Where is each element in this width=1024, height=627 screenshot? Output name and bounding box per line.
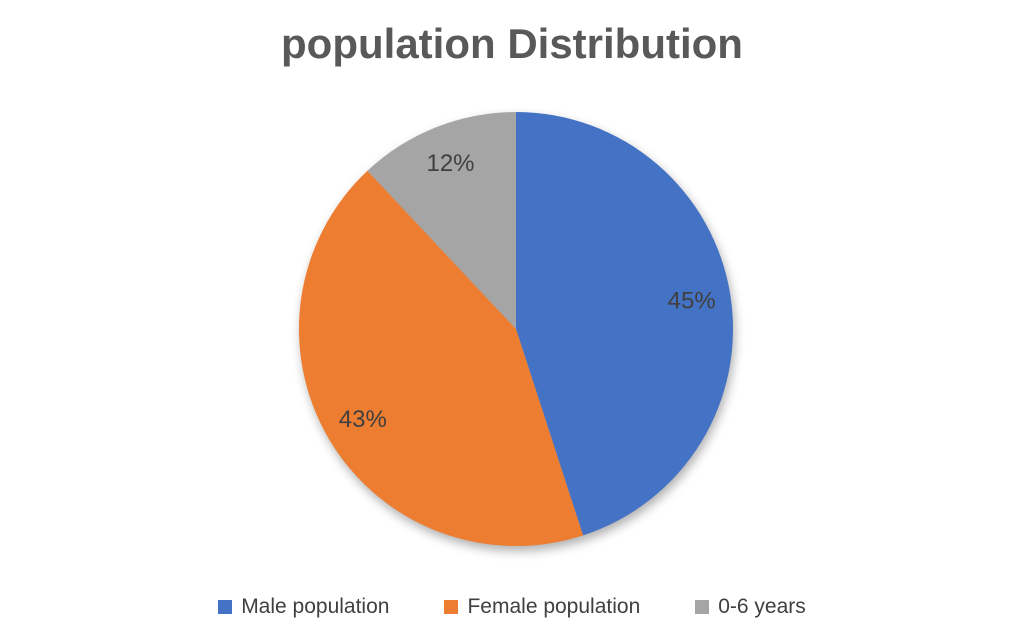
pie-slices — [298, 112, 734, 547]
legend-item-female-population: Female population — [444, 595, 640, 619]
pie-slice-value-label: 43% — [339, 406, 387, 433]
legend-swatch-female-population — [444, 600, 459, 614]
pie-slice-male-population — [516, 112, 734, 536]
legend-label-male-population: Male population — [241, 595, 390, 618]
pie-slice-0-6-years — [367, 112, 516, 329]
chart-title: population Distribution — [281, 20, 743, 67]
legend-label-female-population: Female population — [467, 595, 641, 618]
pie-slice-female-population — [298, 170, 584, 547]
legend-swatch-0-6-years — [695, 600, 710, 614]
legend-swatch-male-population — [218, 600, 233, 614]
chart-legend: Male population Female population 0-6 ye… — [0, 595, 1024, 619]
pie-slice-value-label: 45% — [668, 288, 716, 315]
legend-label-0-6-years: 0-6 years — [718, 595, 806, 618]
pie-slice-value-label: 12% — [426, 150, 474, 177]
legend-item-male-population: Male population — [218, 595, 389, 619]
legend-item-0-6-years: 0-6 years — [695, 595, 806, 619]
pie-slice-labels: 45% 43% 12% — [339, 150, 716, 433]
